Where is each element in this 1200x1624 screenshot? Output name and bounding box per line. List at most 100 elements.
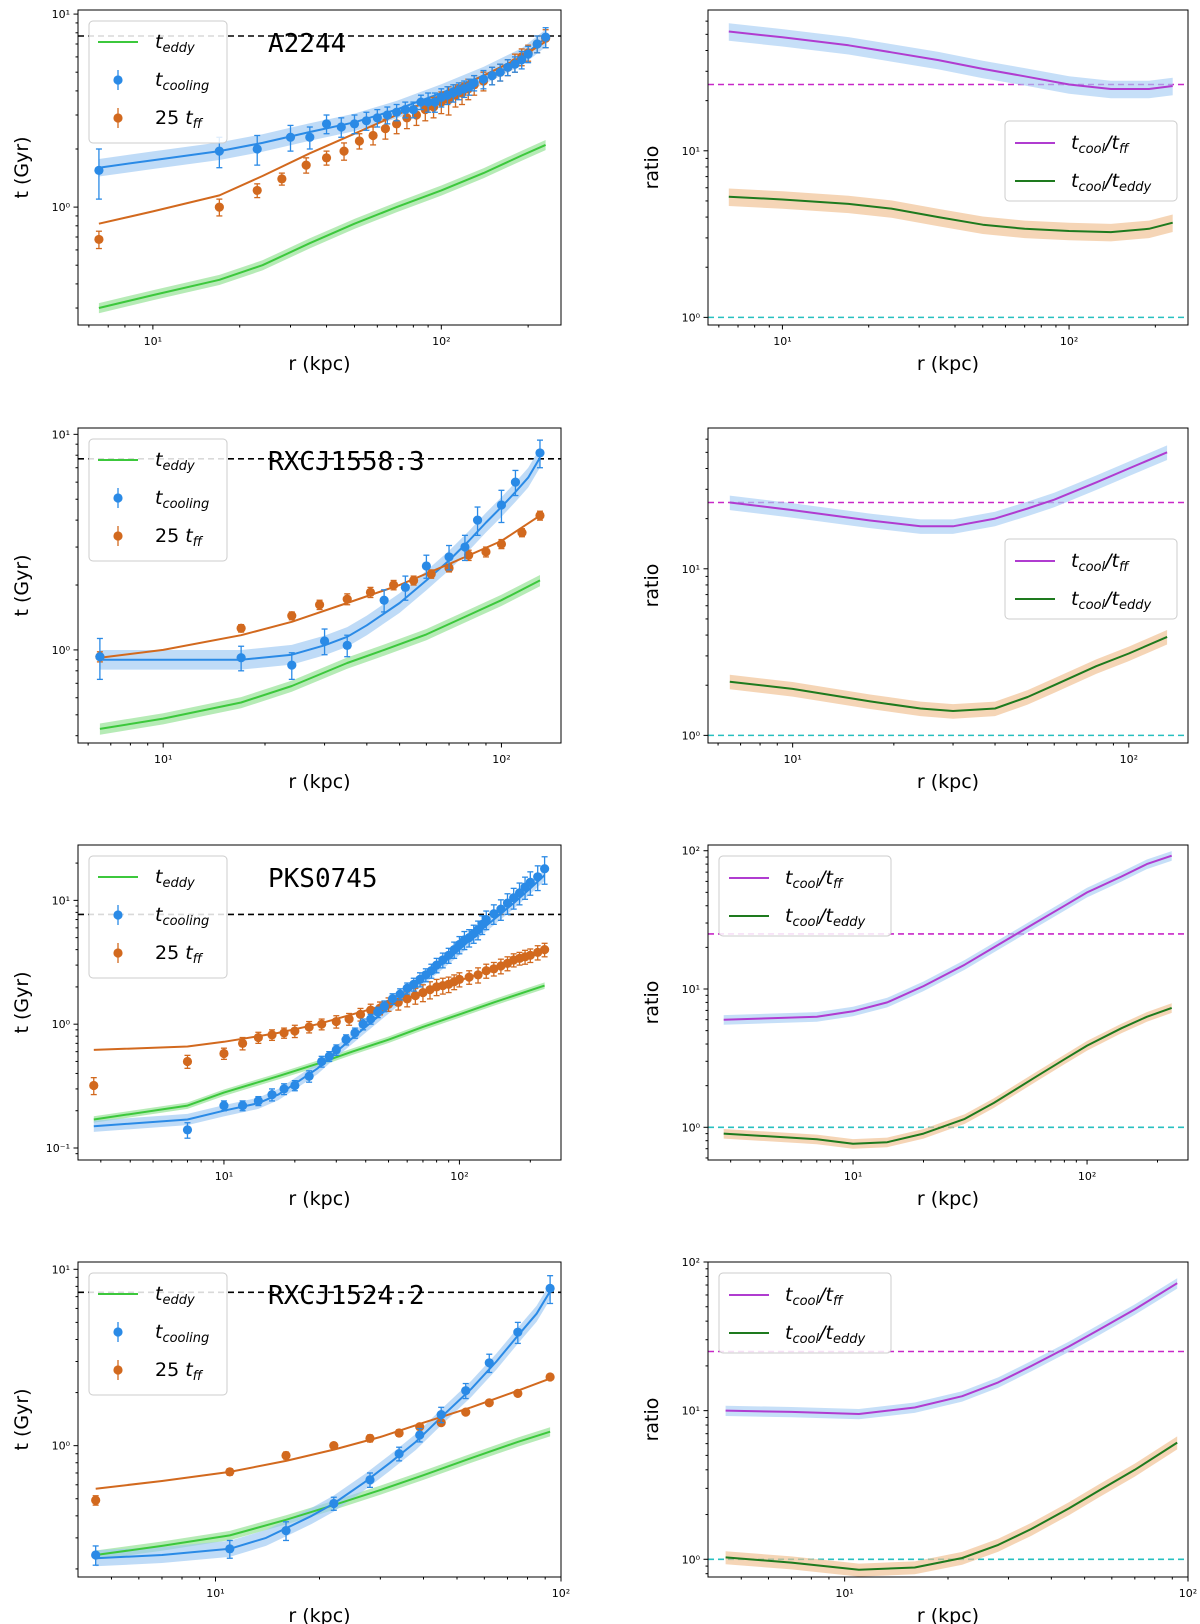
t-cooling-point [350, 1028, 360, 1038]
tff-point [418, 987, 428, 998]
x-tick-label: 10¹ [783, 753, 801, 766]
legend-label: tcooling [155, 69, 209, 94]
tff-point [344, 1014, 354, 1024]
tff-point [545, 1372, 555, 1382]
t-cooling-point [541, 32, 551, 42]
tff-point [464, 550, 474, 560]
t-cooling-point [533, 872, 543, 882]
t-cooling-point [532, 39, 542, 49]
legend-label: teddy [155, 866, 195, 891]
legend-label: tcool/tff [1071, 132, 1130, 157]
x-tick-label: 10¹ [215, 1170, 233, 1183]
t-cooling-point [358, 1019, 368, 1029]
t-cooling-line [99, 457, 541, 661]
legend-label: teddy [155, 31, 195, 56]
legend-handle-marker [113, 113, 123, 123]
t-cooling-point [487, 71, 497, 81]
tff-point [321, 153, 332, 163]
t-cooling-point [402, 983, 412, 993]
t-cooling-point [182, 1125, 193, 1135]
ratio-ff-line [729, 451, 1168, 528]
ratio-eddy-line [728, 195, 1173, 234]
legend-box [88, 20, 228, 144]
t-cooling-point [469, 78, 479, 88]
legend-label: tcool/teddy [1071, 170, 1151, 195]
axes-frame [707, 1261, 1189, 1578]
t-cooling-point [287, 660, 297, 670]
t-cooling-point [423, 97, 433, 107]
t-cooling-point [495, 67, 505, 77]
legend: tcool/tff tcool/teddy [1004, 120, 1178, 202]
y-tick-label: 10⁰ [52, 1018, 71, 1031]
x-axis-label: r (kpc) [917, 353, 979, 375]
ratio-ff-line [728, 30, 1173, 90]
t-cooling-point [525, 877, 535, 887]
y-tick-label: 10⁰ [682, 1553, 701, 1566]
ratio-ff-band [728, 23, 1173, 99]
t-eddy-band [95, 1427, 551, 1560]
tff-point [481, 547, 491, 557]
t-cooling-point [366, 1014, 376, 1024]
x-axis-label: r (kpc) [288, 1188, 350, 1210]
ratio-ff-line [723, 854, 1173, 1021]
cluster-name: PKS0745 [268, 864, 378, 894]
t-eddy-line [98, 143, 547, 309]
x-tick-label: 10² [492, 753, 510, 766]
tff-point [389, 580, 399, 590]
tff-point [402, 994, 412, 1004]
tff-point [540, 945, 550, 955]
axes-frame [707, 427, 1189, 744]
t-cooling-point [379, 1001, 389, 1011]
t-cooling-point [382, 110, 392, 120]
t-cooling-point [361, 116, 372, 126]
x-tick-label: 10² [1120, 753, 1138, 766]
t-cooling-point [460, 542, 470, 552]
t-cooling-point [510, 477, 521, 487]
legend-label: tcooling [155, 487, 209, 512]
t-cooling-point [279, 1084, 289, 1094]
tff-point [535, 510, 545, 521]
tff-point [225, 1467, 235, 1477]
x-tick-label: 10¹ [154, 753, 172, 766]
tff-point [342, 594, 352, 604]
t-cooling-point [496, 904, 506, 914]
tff-point [236, 623, 246, 633]
y-tick-label: 10¹ [52, 894, 70, 907]
tff-point [517, 528, 527, 538]
t-cooling-point [329, 1498, 339, 1509]
tff-point [368, 130, 378, 141]
legend-label: 25 tff [155, 1359, 204, 1384]
ratio-ff-band [729, 445, 1168, 534]
t-cooling-point [481, 914, 491, 925]
t-cooling-point [517, 55, 527, 65]
tff-point [252, 185, 262, 196]
y-tick-label: 10² [682, 845, 700, 858]
tff-point [496, 539, 507, 549]
t-cooling-point [225, 1544, 235, 1554]
t-cooling-point [94, 165, 104, 175]
t-cooling-point [502, 898, 513, 908]
x-axis-label: r (kpc) [917, 771, 979, 793]
t-eddy-band [99, 575, 541, 735]
x-tick-label: 10² [1179, 1587, 1197, 1600]
legend-label: 25 tff [155, 107, 204, 132]
tff-point [91, 1495, 101, 1505]
tff-point [461, 1407, 471, 1417]
x-axis-label: r (kpc) [917, 1605, 979, 1624]
y-tick-label: 10⁰ [682, 311, 701, 324]
plot-area [78, 439, 561, 735]
x-axis-label: r (kpc) [288, 353, 350, 375]
panel-a2244-times: 10¹ 10² 10⁰ 10¹ r (kpc) t (Gyr) A2244 teddy tcoo… [11, 8, 562, 375]
t-cooling-point [430, 97, 440, 107]
t-cooling-point [461, 1386, 471, 1396]
t-cooling-point [523, 49, 533, 59]
legend-label: tcool/tff [1071, 550, 1130, 575]
ratio-eddy-line [723, 1006, 1173, 1145]
tff-point [301, 160, 311, 170]
y-tick-label: 10¹ [52, 1263, 70, 1276]
tff-point [279, 1028, 289, 1038]
x-axis-label: r (kpc) [917, 1188, 979, 1210]
